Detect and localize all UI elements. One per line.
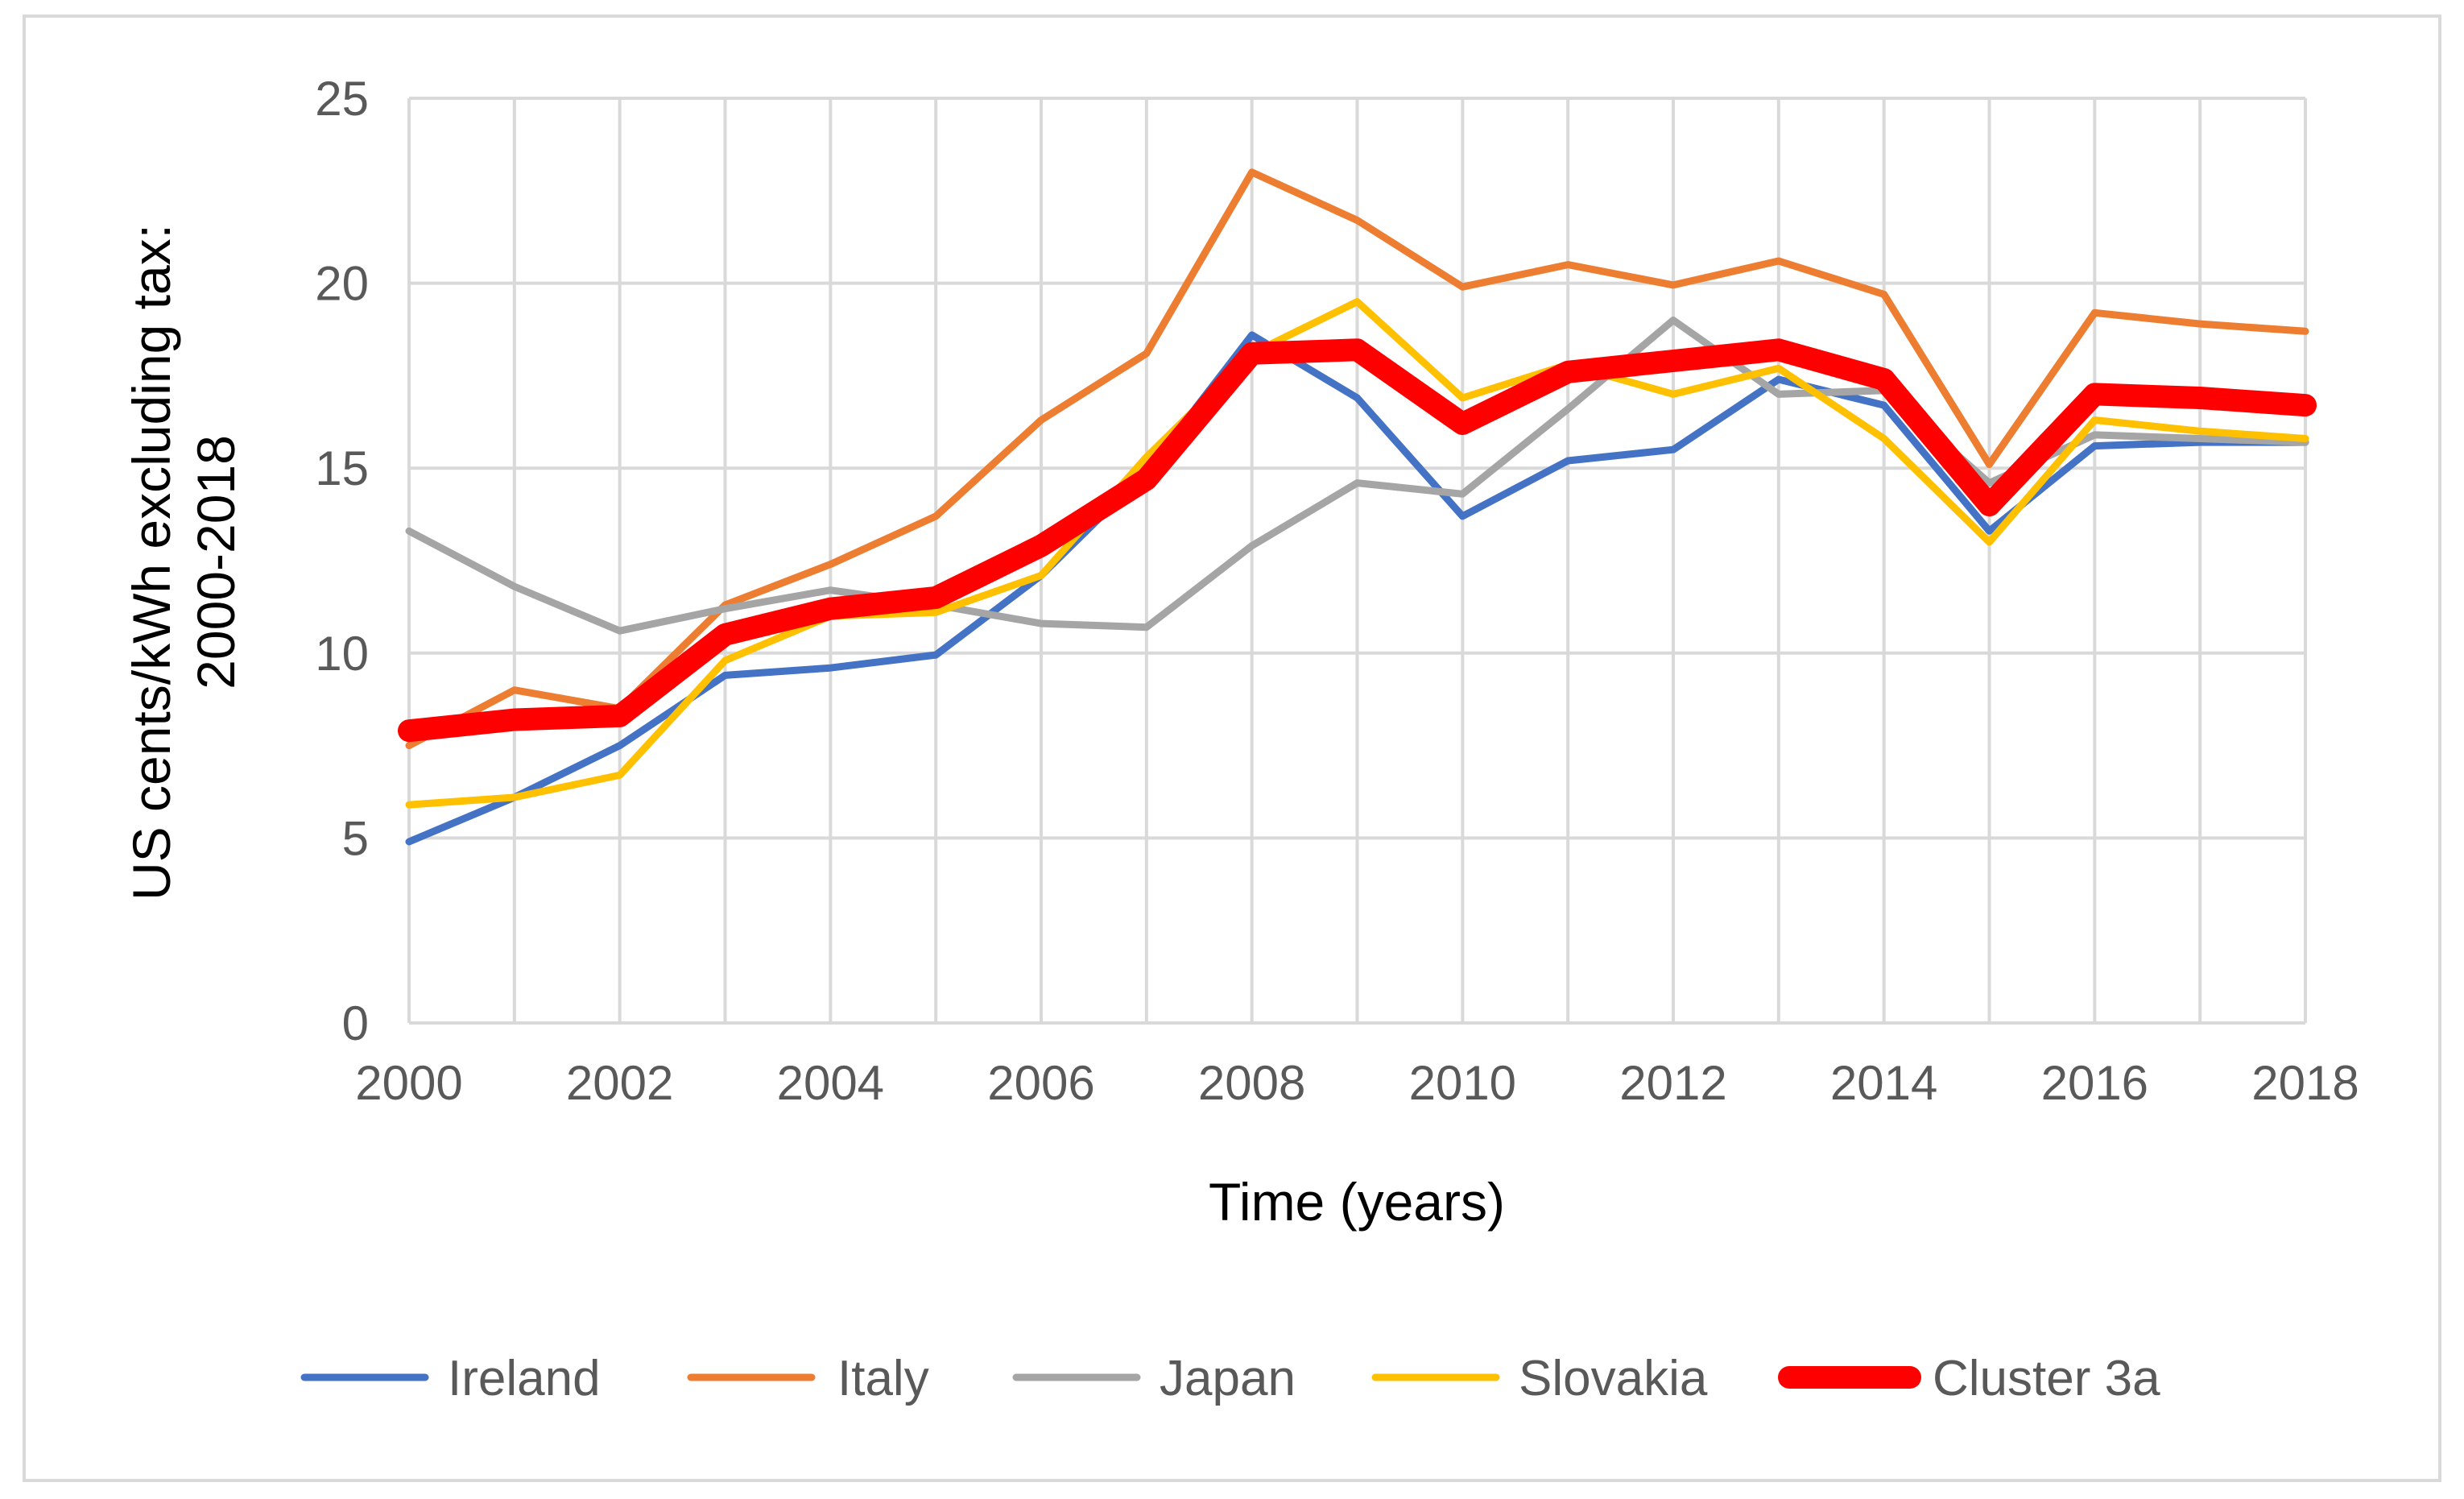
x-tick-label: 2006 <box>987 1056 1094 1110</box>
y-tick-label: 25 <box>315 72 369 126</box>
x-tick-label: 2000 <box>355 1056 462 1110</box>
x-axis-tick-labels: 2000 2002 2004 2006 2008 2010 2012 2014 2016 2018 <box>355 1056 2359 1110</box>
y-tick-label: 0 <box>342 996 369 1050</box>
chart-frame <box>23 14 2441 1482</box>
series-line-japan <box>405 317 2309 635</box>
x-tick-label: 2002 <box>566 1056 673 1110</box>
x-tick-label: 2008 <box>1198 1056 1305 1110</box>
legend: Ireland Italy Japan Slovakia Cluster 3a <box>300 1351 2160 1406</box>
x-tick-label: 2012 <box>1619 1056 1726 1110</box>
series-line-ireland <box>405 331 2309 846</box>
series-line-slovakia <box>405 298 2309 809</box>
legend-label-japan: Japan <box>1160 1351 1296 1406</box>
series-lines <box>398 168 2317 846</box>
y-tick-label: 10 <box>315 627 369 681</box>
legend-label-ireland: Ireland <box>448 1351 601 1406</box>
series-line-italy <box>405 168 2309 750</box>
y-axis-tick-labels: 0 5 10 15 20 25 <box>315 72 369 1050</box>
x-tick-label: 2010 <box>1409 1056 1516 1110</box>
y-tick-label: 15 <box>315 441 369 495</box>
legend-label-slovakia: Slovakia <box>1519 1351 1708 1406</box>
x-tick-label: 2018 <box>2251 1056 2359 1110</box>
y-tick-label: 20 <box>315 257 369 311</box>
series-line-cluster-3a <box>398 338 2317 743</box>
y-axis-title: US cents/kWh excluding tax: 2000-2018 <box>122 224 246 901</box>
x-tick-label: 2004 <box>777 1056 884 1110</box>
vertical-gridlines <box>407 98 2307 1023</box>
y-tick-label: 5 <box>342 811 369 865</box>
y-axis-title-line-2: 2000-2018 <box>186 435 246 689</box>
y-axis-title-line-1: US cents/kWh excluding tax: <box>122 224 181 901</box>
legend-label-italy: Italy <box>837 1351 929 1406</box>
x-tick-label: 2016 <box>2041 1056 2148 1110</box>
x-tick-label: 2014 <box>1830 1056 1937 1110</box>
x-axis-title: Time (years) <box>1209 1172 1505 1232</box>
legend-label-cluster-3a: Cluster 3a <box>1933 1351 2160 1406</box>
